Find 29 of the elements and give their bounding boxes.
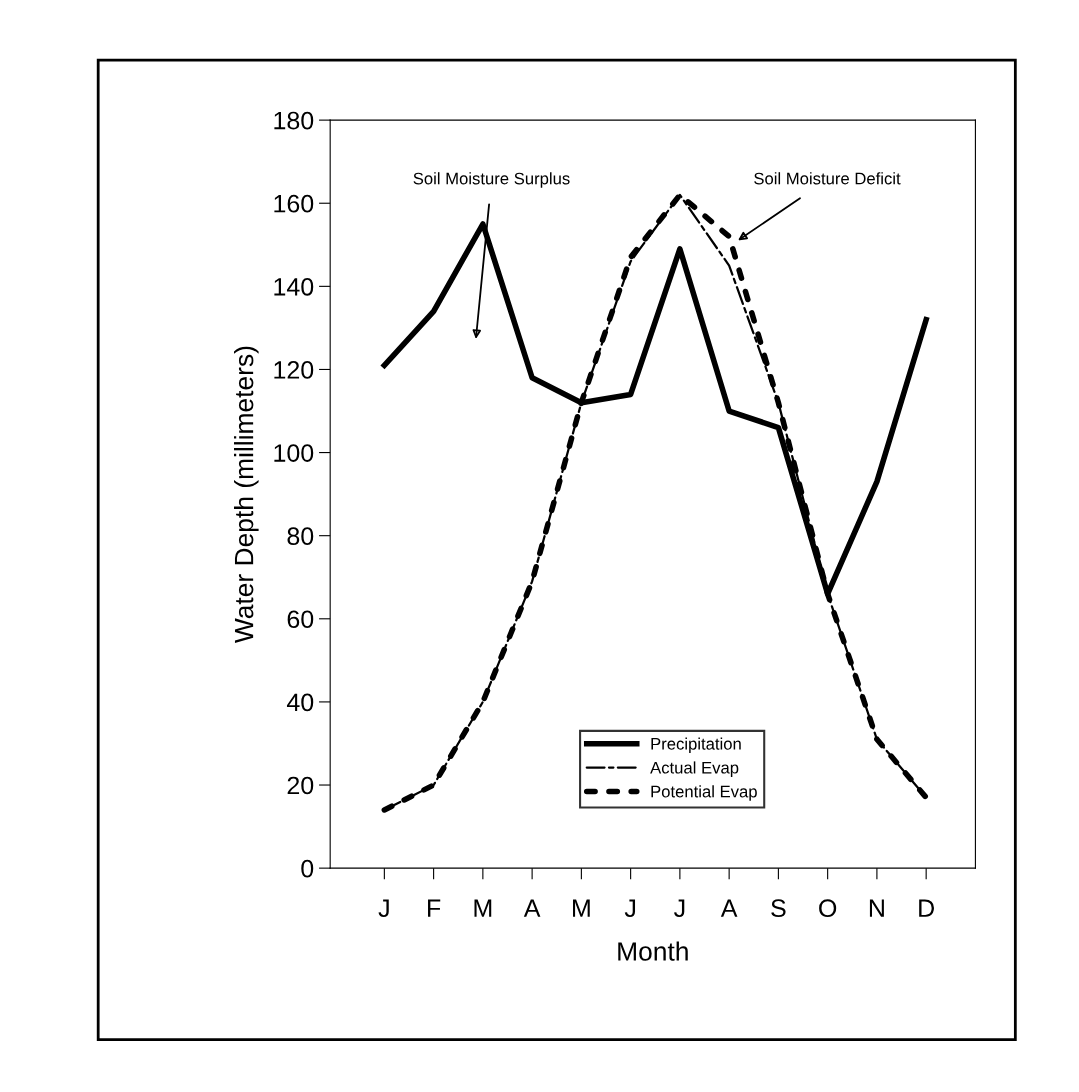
x-tick-label: M <box>573 899 590 917</box>
annotation: Soil Moisture Surplus <box>413 172 570 188</box>
legend-label: Potential Evap <box>651 785 757 801</box>
x-tick-label: J <box>674 899 685 918</box>
x-tick-label: A <box>523 899 541 917</box>
y-tick-label: 120 <box>274 361 314 379</box>
y-tick-label: 140 <box>274 277 314 296</box>
y-tick-label: 180 <box>274 111 314 130</box>
x-tick-label: J <box>378 899 389 918</box>
annotation: Soil Moisture Deficit <box>754 172 901 185</box>
x-axis-title: Month <box>618 941 688 961</box>
x-tick-label: S <box>771 899 786 918</box>
y-tick-label: 0 <box>301 859 314 878</box>
y-axis-title: Water Depth (millimeters) <box>234 346 259 644</box>
x-tick-label: J <box>624 899 636 918</box>
legend-label: Precipitation <box>651 737 741 754</box>
legend-label: Actual Evap <box>650 761 739 777</box>
y-tick-label: 40 <box>286 693 314 712</box>
x-tick-label: D <box>919 899 934 917</box>
x-tick-label: F <box>428 899 441 917</box>
x-tick-label: M <box>474 899 492 917</box>
x-tick-label: A <box>720 899 738 917</box>
y-tick-label: 60 <box>287 610 314 629</box>
x-tick-label: O <box>819 899 837 918</box>
x-tick-label: N <box>869 899 884 917</box>
y-tick-label: 20 <box>287 776 314 795</box>
y-tick-label: 160 <box>274 194 314 213</box>
y-tick-label: 80 <box>287 527 314 545</box>
y-tick-label: 100 <box>274 444 314 462</box>
